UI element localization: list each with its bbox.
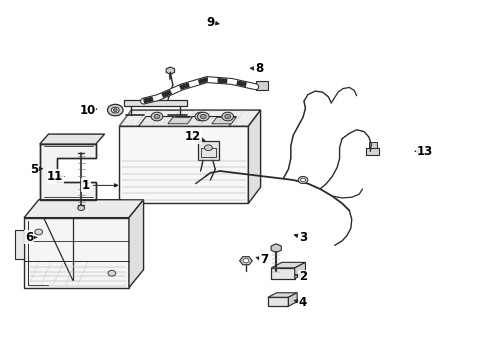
Polygon shape (211, 117, 236, 124)
Text: 5: 5 (30, 163, 42, 176)
Polygon shape (24, 218, 129, 288)
Circle shape (222, 112, 233, 121)
Polygon shape (294, 262, 305, 279)
Text: 3: 3 (294, 231, 306, 244)
Circle shape (198, 114, 203, 119)
Polygon shape (40, 134, 104, 144)
Circle shape (224, 114, 230, 119)
Text: 1: 1 (82, 179, 118, 192)
Circle shape (107, 104, 123, 116)
Polygon shape (119, 110, 260, 126)
Text: 11: 11 (47, 170, 64, 183)
Circle shape (243, 258, 248, 263)
Circle shape (35, 229, 42, 235)
Circle shape (300, 178, 305, 182)
Text: 4: 4 (294, 296, 306, 309)
Circle shape (151, 112, 163, 121)
Polygon shape (129, 200, 143, 288)
Circle shape (204, 145, 212, 150)
Polygon shape (119, 126, 248, 203)
Circle shape (78, 206, 84, 211)
Circle shape (111, 107, 119, 113)
Text: 10: 10 (79, 104, 96, 117)
Polygon shape (248, 110, 260, 203)
Text: 12: 12 (185, 130, 204, 144)
Polygon shape (124, 100, 187, 107)
Polygon shape (366, 148, 378, 155)
Polygon shape (368, 142, 376, 148)
Polygon shape (255, 81, 267, 90)
Circle shape (108, 270, 116, 276)
Polygon shape (15, 230, 24, 259)
Circle shape (200, 114, 206, 119)
Polygon shape (270, 244, 281, 252)
Polygon shape (24, 200, 143, 218)
Polygon shape (167, 117, 192, 124)
Circle shape (195, 112, 206, 121)
Polygon shape (288, 293, 297, 306)
Polygon shape (166, 67, 174, 74)
Polygon shape (239, 257, 252, 265)
Circle shape (113, 109, 117, 112)
Circle shape (197, 112, 209, 121)
Text: 6: 6 (25, 231, 37, 244)
Bar (201, 148, 215, 157)
Polygon shape (271, 268, 294, 279)
Text: 7: 7 (256, 253, 267, 266)
Circle shape (154, 114, 160, 119)
Polygon shape (267, 297, 288, 306)
Polygon shape (267, 293, 297, 297)
Polygon shape (139, 117, 236, 126)
Text: 2: 2 (295, 270, 306, 283)
Text: 8: 8 (250, 62, 263, 75)
Polygon shape (271, 262, 305, 268)
Text: 13: 13 (414, 145, 432, 158)
Text: 9: 9 (206, 16, 219, 29)
Polygon shape (198, 140, 218, 160)
Circle shape (298, 176, 307, 184)
Polygon shape (40, 144, 96, 200)
